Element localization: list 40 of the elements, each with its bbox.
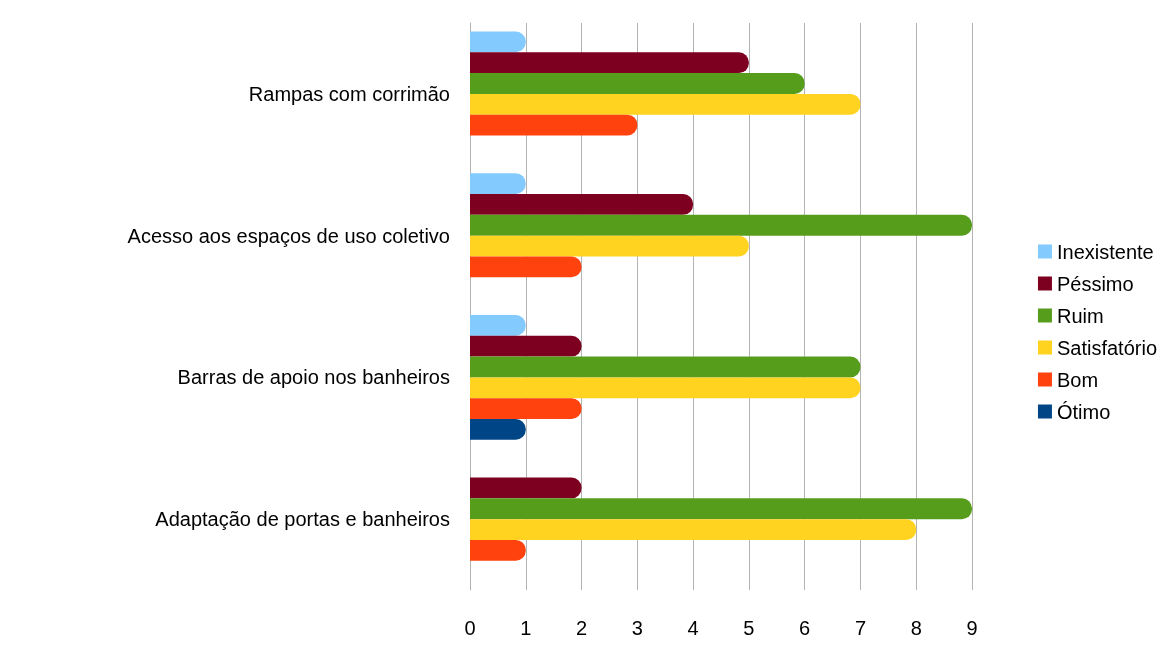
- y-tick-label: Rampas com corrimão: [248, 82, 450, 105]
- bar: [470, 214, 972, 236]
- y-tick-label: Acesso aos espaços de uso coletivo: [127, 224, 450, 247]
- x-tick-label: 2: [575, 617, 588, 639]
- x-tick-label: 8: [910, 617, 922, 639]
- bar: [470, 315, 526, 336]
- bar: [470, 477, 582, 499]
- legend-label: Satisfatório: [1056, 336, 1158, 359]
- x-tick-label: 6: [799, 617, 811, 639]
- bar: [470, 31, 526, 53]
- x-tick-label: 0: [464, 617, 476, 639]
- x-tick-label: 4: [687, 617, 699, 639]
- legend-label: Bom: [1056, 368, 1099, 391]
- bar: [470, 335, 582, 357]
- y-tick-label: Adaptação de portas e banheiros: [155, 508, 450, 531]
- bar: [470, 519, 917, 540]
- bar: [470, 418, 526, 440]
- y-tick-label: Barras de apoio nos banheiros: [177, 366, 450, 389]
- bar: [470, 235, 749, 257]
- bar: [470, 173, 526, 195]
- bar: [470, 114, 638, 136]
- bar: [470, 93, 861, 115]
- bar: [470, 498, 972, 520]
- bar: [470, 398, 582, 419]
- legend-label: Ruim: [1056, 304, 1104, 327]
- bar: [470, 377, 861, 399]
- x-tick-label: 7: [854, 617, 867, 639]
- bar: [470, 194, 694, 215]
- bar: [470, 73, 805, 94]
- legend-label: Péssimo: [1056, 272, 1134, 295]
- bar: [470, 52, 749, 74]
- bar: [470, 356, 861, 378]
- bar: [470, 539, 526, 561]
- x-tick-label: 1: [520, 617, 532, 639]
- x-tick-label: 9: [966, 617, 978, 639]
- x-tick-label: 3: [631, 617, 643, 639]
- bar: [470, 256, 582, 278]
- x-tick-label: 5: [743, 617, 755, 639]
- legend-label: Inexistente: [1056, 240, 1154, 263]
- legend-label: Ótimo: [1056, 400, 1111, 423]
